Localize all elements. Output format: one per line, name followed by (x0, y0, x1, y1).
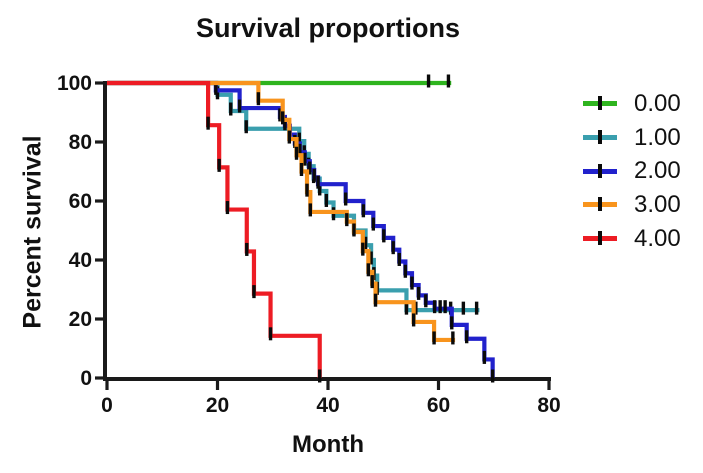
legend-line-swatch (583, 130, 617, 145)
legend-line-swatch (583, 231, 617, 246)
legend-item-3.00: 3.00 (583, 188, 681, 222)
y-tick-label: 80 (69, 131, 92, 154)
x-tick-label: 40 (316, 394, 339, 417)
legend-line-swatch (583, 163, 617, 178)
y-tick-label: 0 (80, 367, 92, 390)
legend-label: 4.00 (634, 224, 681, 252)
y-tick-label: 20 (69, 308, 92, 331)
x-tick-label: 80 (537, 394, 560, 417)
censor-tick-icon (598, 130, 602, 145)
legend-label: 2.00 (634, 157, 681, 185)
censor-tick-icon (598, 96, 602, 111)
legend-item-1.00: 1.00 (583, 121, 681, 155)
y-tick-label: 100 (57, 72, 92, 95)
legend-line-swatch (583, 96, 617, 111)
legend-label: 0.00 (634, 89, 681, 117)
legend-label: 1.00 (634, 123, 681, 151)
y-axis-label: Percent survival (18, 135, 47, 329)
legend-item-2.00: 2.00 (583, 154, 681, 188)
survival-curve-1.00 (107, 80, 480, 313)
legend-line-swatch (583, 197, 617, 212)
x-tick-label: 60 (427, 394, 450, 417)
y-tick-label: 40 (69, 249, 92, 272)
series-1.00 (107, 80, 480, 315)
axes: 0 20 40 60 80 0 20 40 60 80 100 (57, 72, 561, 417)
censor-tick-icon (598, 231, 602, 246)
survival-curve-4.00 (107, 80, 322, 378)
legend: 0.00 1.00 2.00 3.00 4.00 (583, 87, 681, 255)
legend-label: 3.00 (634, 190, 681, 218)
y-tick-label: 60 (69, 190, 92, 213)
chart-title: Survival proportions (195, 13, 461, 43)
censor-tick-icon (598, 197, 602, 212)
x-tick-label: 20 (206, 394, 229, 417)
legend-item-4.00: 4.00 (583, 222, 681, 256)
x-axis-label: Month (292, 431, 364, 458)
series-3.00 (107, 80, 456, 345)
series-4.00 (107, 80, 322, 383)
censor-tick-icon (598, 163, 602, 178)
x-tick-label: 0 (101, 394, 113, 417)
legend-item-0.00: 0.00 (583, 87, 681, 121)
